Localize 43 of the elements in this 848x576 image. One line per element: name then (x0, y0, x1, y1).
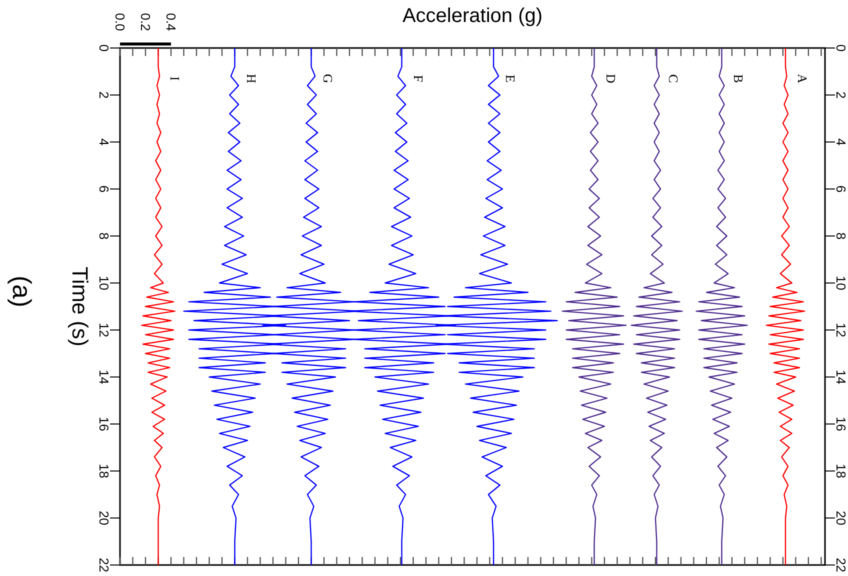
y-tick-label: 2 (96, 91, 112, 99)
y2-tick-label: 20 (834, 510, 848, 526)
text: D (604, 74, 619, 84)
y-tick-label: 18 (96, 464, 112, 478)
text: H (244, 74, 260, 84)
y2-tick-label: 14 (834, 370, 848, 384)
y-tick-label: 20 (96, 510, 112, 526)
y2-tick-label: 10 (834, 276, 848, 290)
text: (a) (7, 276, 37, 308)
y2-tick-label: 4 (834, 138, 848, 146)
x-axis-title: Acceleration (g) (402, 5, 543, 27)
text: F (411, 74, 426, 82)
x-tick-label: 0.2 (138, 12, 153, 32)
y-tick-label: 16 (96, 416, 112, 432)
text: A (794, 74, 810, 84)
line-series (766, 47, 806, 566)
line-series (696, 47, 748, 566)
line-series (630, 47, 683, 566)
y-tick-label: 22 (96, 558, 112, 572)
x-tick-label: 0.4 (163, 12, 178, 32)
y2-tick-label: 6 (834, 185, 848, 193)
y-tick-label: 14 (96, 370, 112, 384)
y-tick-label: 6 (96, 185, 112, 193)
y2-tick-label: 12 (834, 322, 848, 338)
line-series (562, 47, 627, 566)
y-tick-label: 12 (96, 322, 112, 338)
y2-tick-label: 0 (834, 44, 848, 52)
y2-tick-label: 18 (834, 464, 848, 478)
y-axis-title: Time (s) (68, 266, 92, 346)
y2-tick-label: 16 (834, 416, 848, 432)
y2-tick-label: 8 (834, 232, 848, 240)
y-tick-label: 10 (96, 276, 112, 290)
text: G (320, 74, 336, 84)
y-tick-label: 0 (96, 44, 112, 52)
text: E (503, 74, 518, 83)
x-tick-label: 0.0 (112, 12, 128, 32)
text: B (731, 74, 746, 84)
text: I (168, 76, 183, 81)
y-tick-label: 8 (96, 232, 112, 240)
y2-tick-label: 2 (834, 91, 848, 99)
y2-tick-label: 22 (834, 558, 848, 572)
text: C (666, 74, 682, 83)
y-tick-label: 4 (96, 138, 112, 146)
